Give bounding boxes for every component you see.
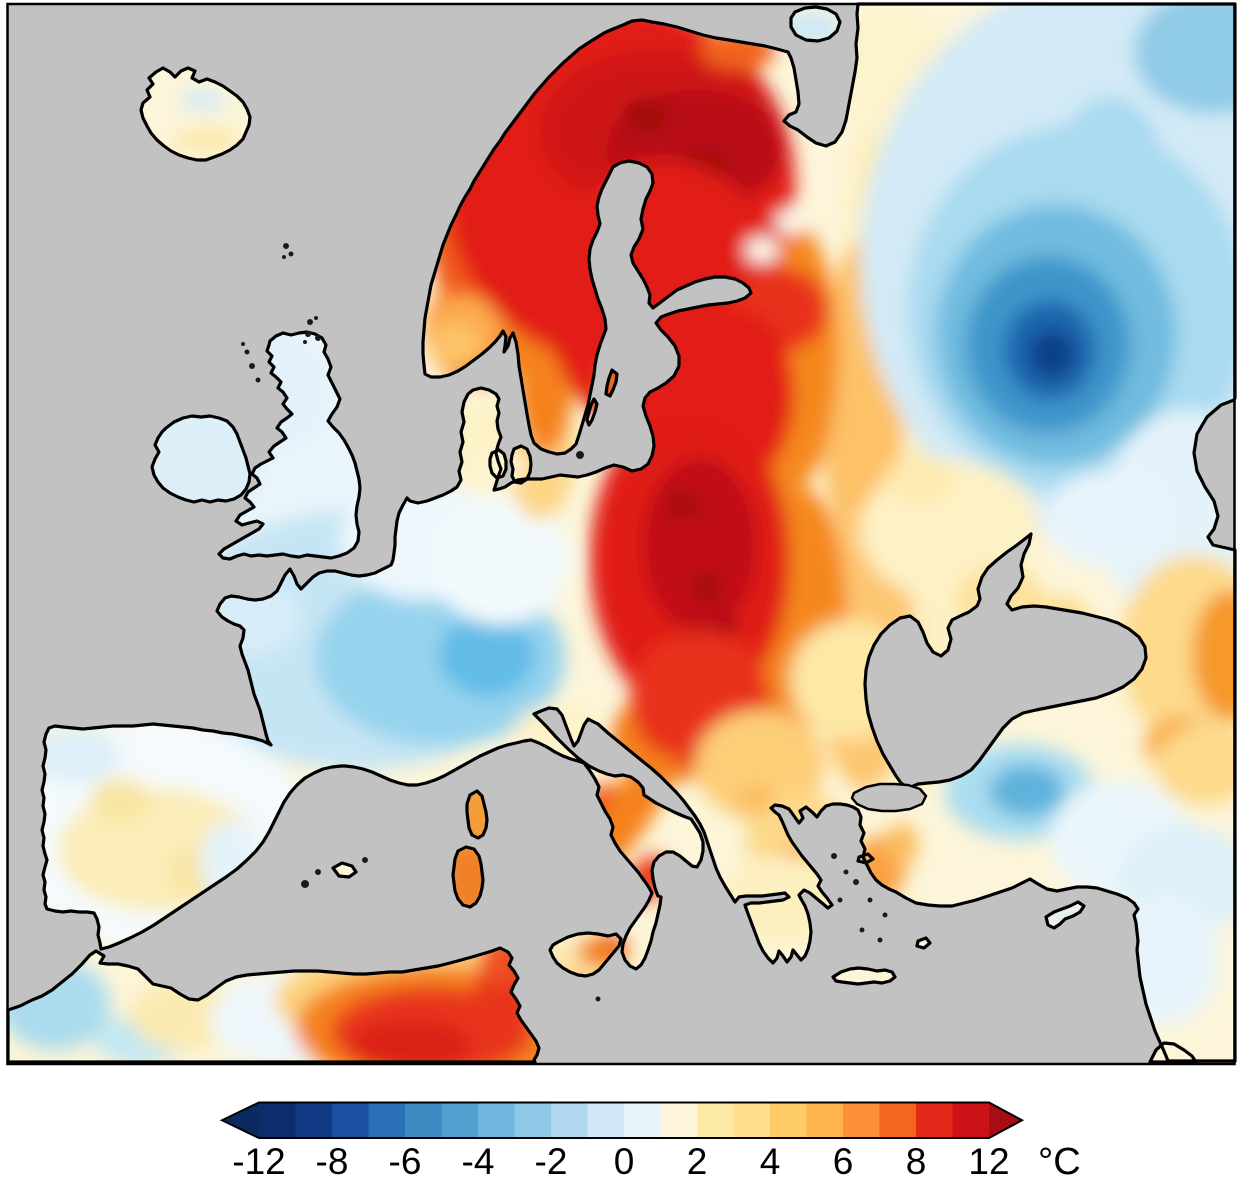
svg-text:12: 12 (968, 1141, 1009, 1182)
svg-text:8: 8 (906, 1141, 927, 1182)
svg-text:2: 2 (687, 1141, 708, 1182)
svg-text:-12: -12 (232, 1141, 285, 1182)
svg-text:-2: -2 (535, 1141, 568, 1182)
svg-text:-6: -6 (389, 1141, 422, 1182)
svg-text:0: 0 (614, 1141, 635, 1182)
svg-text:4: 4 (760, 1141, 781, 1182)
svg-text:-8: -8 (316, 1141, 349, 1182)
svg-text:6: 6 (833, 1141, 854, 1182)
svg-text:°C: °C (1038, 1141, 1081, 1183)
svg-text:-4: -4 (462, 1141, 495, 1182)
